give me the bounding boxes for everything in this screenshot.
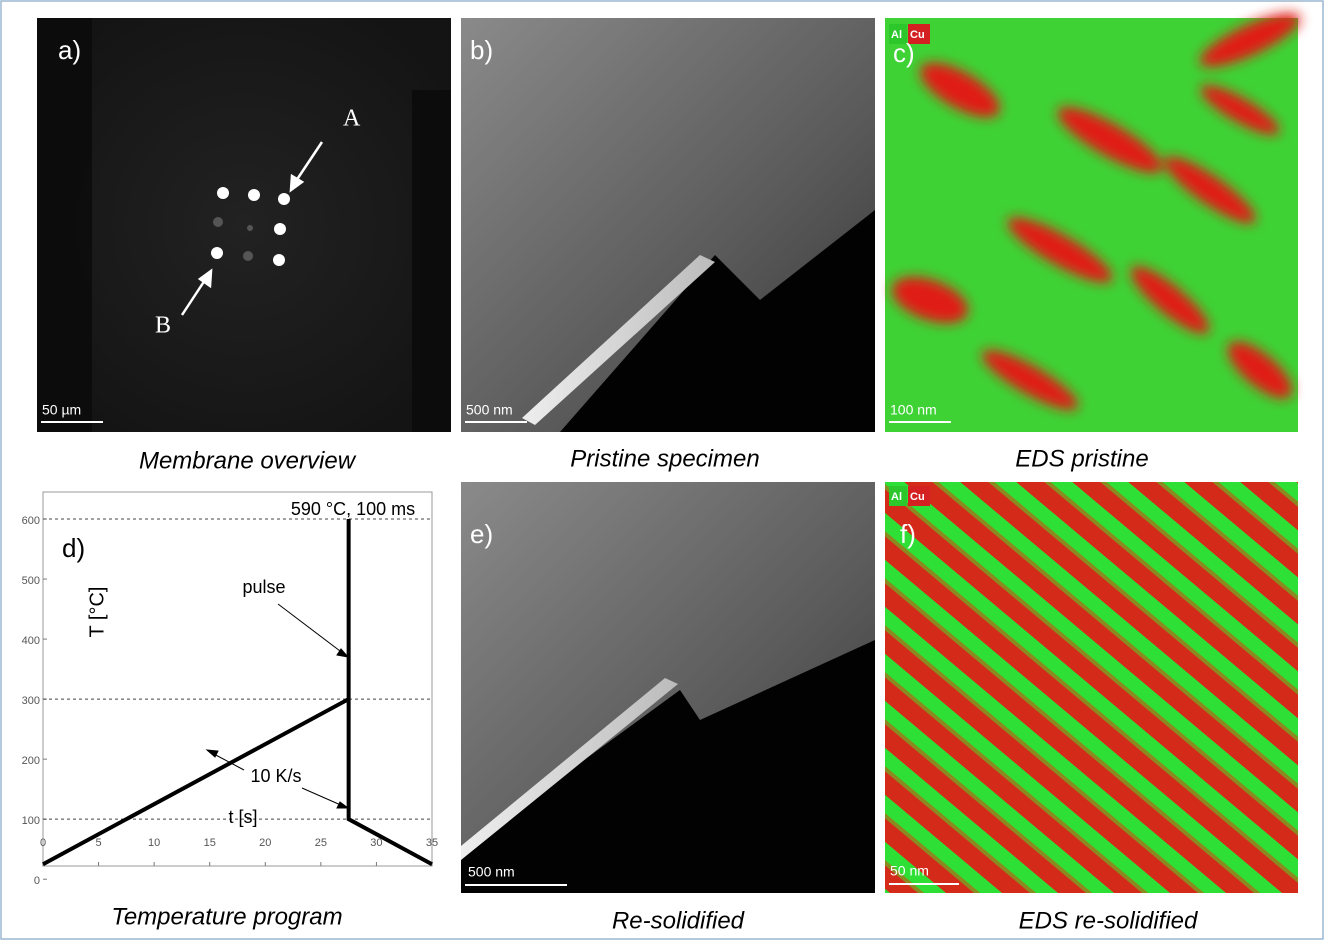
panel-a: A B a) 50 µm Membrane overview [37, 18, 451, 474]
panel-e: e) 500 nm Re-solidified [461, 482, 875, 934]
panel-label: e) [470, 519, 493, 549]
y-tick-label: 600 [22, 515, 40, 527]
caption: EDS re-solidified [1019, 907, 1198, 934]
caption: EDS pristine [1015, 445, 1148, 472]
scale-bar-label: 500 nm [466, 402, 513, 418]
y-tick-label: 300 [22, 695, 40, 707]
x-tick-label: 20 [259, 837, 271, 849]
x-tick-label: 15 [204, 837, 216, 849]
panel-label: b) [470, 35, 493, 65]
y-tick-label: 100 [22, 815, 40, 827]
marker-label: A [343, 106, 361, 132]
x-axis-label: t [s] [228, 807, 257, 827]
panel-label: d) [62, 533, 85, 563]
x-tick-label: 5 [96, 837, 102, 849]
y-tick-label: 200 [22, 755, 40, 767]
scale-bar-label: 500 nm [468, 864, 515, 880]
marker-label: B [155, 313, 171, 339]
panel-b: b) 500 nm Pristine specimen [461, 18, 875, 472]
annotation: 10 K/s [250, 766, 301, 786]
caption: Temperature program [111, 903, 342, 930]
caption: Pristine specimen [570, 445, 759, 472]
scale-bar-label: 50 nm [890, 863, 929, 879]
scale-bar-label: 100 nm [890, 402, 937, 418]
scale-bar-label: 50 µm [42, 402, 81, 418]
panel-label: f) [900, 519, 916, 549]
panel-f: Al Cu f) 50 nm EDS re-solidified [885, 482, 1298, 934]
x-tick-label: 25 [315, 837, 327, 849]
panel-c: Al Cu c) 100 nm EDS pristine [885, 3, 1306, 472]
element-badge: Al [891, 491, 902, 503]
y-axis-label: T [°C] [86, 587, 108, 638]
caption: Re-solidified [612, 907, 745, 934]
y-tick-label: 500 [22, 575, 40, 587]
x-tick-label: 0 [40, 837, 46, 849]
annotation: pulse [242, 577, 285, 597]
x-tick-label: 35 [426, 837, 438, 849]
caption: Membrane overview [139, 447, 357, 474]
x-tick-label: 10 [148, 837, 160, 849]
panel-d: Temperature program 01002003004005006000… [22, 492, 438, 930]
panel-label: c) [893, 38, 915, 68]
annotation: 590 °C, 100 ms [291, 499, 415, 519]
figure: A B a) 50 µm Membrane overview b) 500 nm… [0, 0, 1324, 940]
y-tick-label: 0 [34, 875, 40, 887]
element-badge: Cu [910, 491, 925, 503]
panel-label: a) [58, 35, 81, 65]
y-tick-label: 400 [22, 635, 40, 647]
